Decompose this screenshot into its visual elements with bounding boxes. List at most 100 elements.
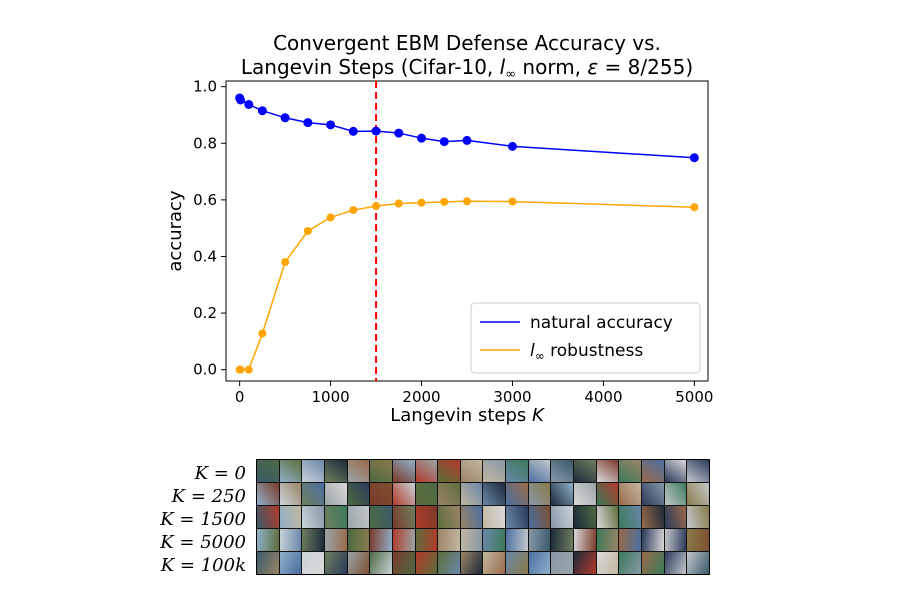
- sample-thumbnail: [642, 552, 664, 574]
- y-tick-label: 0.6: [193, 191, 217, 209]
- sample-thumbnail: [370, 529, 392, 551]
- sample-thumbnail: [392, 529, 415, 551]
- plot-area: [225, 80, 709, 382]
- sample-thumbnail: [415, 506, 438, 528]
- series-group: [235, 93, 699, 374]
- series-0-point: [326, 120, 336, 130]
- sample-thumbnail: [642, 460, 664, 482]
- sample-thumbnail: [596, 483, 619, 505]
- sample-thumbnail: [528, 460, 551, 482]
- sample-thumbnail: [642, 483, 664, 505]
- x-tick-label: 4000: [584, 388, 622, 406]
- legend: natural accuracy l∞ robustness: [470, 302, 701, 374]
- sample-thumbnail: [642, 506, 664, 528]
- series-1-point: [258, 329, 267, 338]
- series-1-point: [440, 197, 449, 206]
- sample-thumbnail: [438, 552, 460, 574]
- sample-thumbnail: [506, 483, 528, 505]
- sample-thumbnail: [506, 552, 528, 574]
- row-label-0: K = 0: [194, 463, 246, 484]
- y-tick-label: 0.8: [193, 134, 217, 152]
- sample-thumbnail: [528, 529, 551, 551]
- sample-thumbnail: [596, 552, 619, 574]
- sample-thumbnail: [370, 460, 392, 482]
- sample-thumbnail: [642, 529, 664, 551]
- sample-thumbnail: [347, 460, 370, 482]
- sample-thumbnail: [506, 460, 528, 482]
- sample-thumbnail: [415, 460, 438, 482]
- sample-thumbnail: [506, 529, 528, 551]
- sample-thumbnail: [257, 483, 279, 505]
- series-0-point: [280, 113, 290, 123]
- sample-thumbnail: [347, 506, 370, 528]
- series-line-0: [238, 97, 695, 159]
- sample-thumbnail: [415, 529, 438, 551]
- series-0-point: [303, 118, 313, 128]
- sample-thumbnail: [324, 460, 347, 482]
- series-1-point: [417, 198, 426, 207]
- x-tick-label: 1000: [311, 388, 349, 406]
- y-tick-label: 0.0: [193, 361, 217, 379]
- sample-thumbnail: [438, 506, 460, 528]
- sample-thumbnail: [687, 529, 709, 551]
- sample-thumbnail: [664, 506, 687, 528]
- series-1-point: [372, 202, 381, 211]
- series-0-point: [244, 99, 254, 109]
- sample-thumbnail: [596, 529, 619, 551]
- row-label-1: K = 250: [171, 486, 246, 507]
- y-axis-label: accuracy: [165, 190, 186, 272]
- series-1-point: [690, 203, 699, 212]
- sample-thumbnail: [347, 483, 370, 505]
- sample-thumbnail: [551, 552, 574, 574]
- sample-image-grid: [256, 459, 710, 575]
- sample-thumbnail: [687, 552, 709, 574]
- sample-thumbnail: [324, 529, 347, 551]
- legend-natural-label: natural accuracy: [530, 313, 673, 333]
- sample-thumbnail: [460, 460, 483, 482]
- sample-thumbnail: [302, 552, 324, 574]
- sample-thumbnail: [438, 529, 460, 551]
- sample-thumbnail: [551, 483, 574, 505]
- sample-thumbnail: [324, 483, 347, 505]
- sample-thumbnail: [574, 529, 596, 551]
- sample-thumbnail: [257, 460, 279, 482]
- x-tick-label: 3000: [493, 388, 531, 406]
- y-tick-label: 0.4: [193, 247, 217, 265]
- sample-thumbnail: [574, 483, 596, 505]
- sample-thumbnail: [483, 506, 506, 528]
- row-label-2: K = 1500: [159, 509, 246, 530]
- series-1-point: [281, 258, 290, 267]
- sample-thumbnail: [460, 483, 483, 505]
- sample-thumbnail: [370, 483, 392, 505]
- sample-thumbnail: [528, 506, 551, 528]
- series-0-point: [236, 95, 246, 105]
- sample-thumbnail: [370, 552, 392, 574]
- sample-thumbnail: [460, 552, 483, 574]
- sample-thumbnail: [551, 460, 574, 482]
- series-0-point: [348, 126, 358, 136]
- axis-ticks: 0 1000 2000 3000 4000 5000 0.0 0.2 0.4 0.6 0.8 1.0: [193, 78, 713, 406]
- series-0-point: [257, 106, 267, 116]
- sample-thumbnail: [483, 529, 506, 551]
- series-0-point: [462, 135, 472, 145]
- x-tick-label: 0: [235, 388, 245, 406]
- sample-thumbnail: [257, 552, 279, 574]
- series-0-point: [417, 133, 427, 143]
- series-1-point: [326, 213, 335, 222]
- sample-thumbnail: [302, 460, 324, 482]
- x-tick-label: 2000: [402, 388, 440, 406]
- sample-thumbnail: [528, 552, 551, 574]
- sample-thumbnail: [483, 552, 506, 574]
- sample-thumbnail: [279, 552, 302, 574]
- sample-thumbnail: [596, 460, 619, 482]
- series-0-point: [507, 141, 517, 151]
- sample-thumbnail: [619, 552, 642, 574]
- sample-thumbnail: [687, 460, 709, 482]
- series-0-point: [371, 126, 381, 136]
- sample-thumbnail: [619, 506, 642, 528]
- series-1-point: [463, 197, 471, 206]
- sample-thumbnail: [528, 483, 551, 505]
- legend-robust-label: l∞ robustness: [530, 341, 643, 363]
- sample-thumbnail: [415, 552, 438, 574]
